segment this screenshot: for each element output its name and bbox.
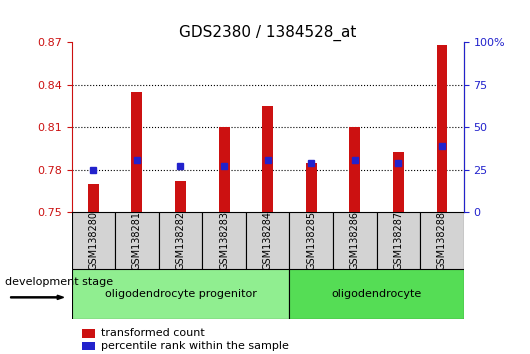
Bar	[262, 106, 273, 212]
Text: transformed count: transformed count	[101, 329, 205, 338]
Text: GSM138280: GSM138280	[89, 211, 99, 270]
Bar	[333, 212, 377, 269]
Bar	[72, 212, 115, 269]
Bar	[158, 212, 202, 269]
Text: GSM138286: GSM138286	[350, 211, 360, 270]
Bar	[289, 212, 333, 269]
Text: GSM138282: GSM138282	[175, 211, 186, 270]
Bar	[131, 92, 143, 212]
Text: GSM138287: GSM138287	[393, 211, 403, 270]
Bar	[218, 127, 229, 212]
Text: GSM138288: GSM138288	[437, 211, 447, 270]
Bar	[377, 212, 420, 269]
Text: GSM138283: GSM138283	[219, 211, 229, 270]
Bar	[115, 212, 158, 269]
Text: oligodendrocyte progenitor: oligodendrocyte progenitor	[104, 289, 257, 299]
Text: GSM138284: GSM138284	[263, 211, 272, 270]
Text: GSM138285: GSM138285	[306, 211, 316, 270]
Bar	[202, 212, 246, 269]
Bar	[246, 212, 289, 269]
Bar	[289, 269, 464, 319]
Title: GDS2380 / 1384528_at: GDS2380 / 1384528_at	[179, 25, 356, 41]
Bar	[175, 181, 186, 212]
Bar	[88, 184, 99, 212]
Text: percentile rank within the sample: percentile rank within the sample	[101, 341, 288, 351]
Text: oligodendrocyte: oligodendrocyte	[331, 289, 422, 299]
Bar	[437, 45, 447, 212]
Text: GSM138281: GSM138281	[132, 211, 142, 270]
Bar	[393, 152, 404, 212]
Bar	[349, 127, 360, 212]
Bar	[306, 163, 317, 212]
Bar	[420, 212, 464, 269]
Text: development stage: development stage	[5, 277, 113, 287]
Bar	[72, 269, 289, 319]
